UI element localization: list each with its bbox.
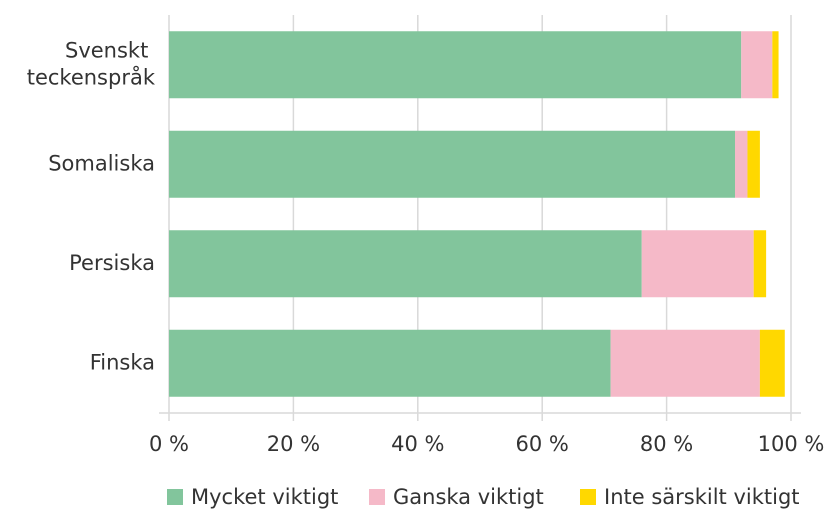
- bar-segment: [772, 31, 779, 99]
- bar-segment: [741, 31, 773, 99]
- x-tick-label: 20 %: [267, 432, 320, 456]
- bar-segment: [735, 130, 748, 198]
- legend-swatch: [167, 489, 183, 505]
- legend-label: Mycket viktigt: [191, 485, 338, 509]
- x-tick-label: 40 %: [391, 432, 444, 456]
- bar-segment: [169, 31, 742, 99]
- y-tick-label: Finska: [90, 350, 155, 374]
- x-tick-label: 60 %: [516, 432, 569, 456]
- legend-swatch: [580, 489, 596, 505]
- bar-segment: [169, 130, 736, 198]
- y-tick-label: Persiska: [69, 251, 155, 275]
- bar-segment: [169, 230, 642, 298]
- bar-segment: [759, 329, 785, 397]
- bar-segment: [747, 130, 760, 198]
- x-tick-label: 0 %: [149, 432, 189, 456]
- bar-segment: [753, 230, 767, 298]
- legend-label: Ganska viktigt: [393, 485, 544, 509]
- bar-segment: [610, 329, 760, 397]
- bar-segment: [641, 230, 754, 298]
- y-tick-label: Somaliska: [48, 151, 155, 175]
- y-tick-label: Svenskt teckenspråk: [27, 38, 156, 89]
- legend-label: Inte särskilt viktigt: [604, 485, 800, 509]
- x-tick-label: 80 %: [640, 432, 693, 456]
- x-tick-label: 100 %: [758, 432, 825, 456]
- bar-segment: [169, 329, 611, 397]
- legend-swatch: [369, 489, 385, 505]
